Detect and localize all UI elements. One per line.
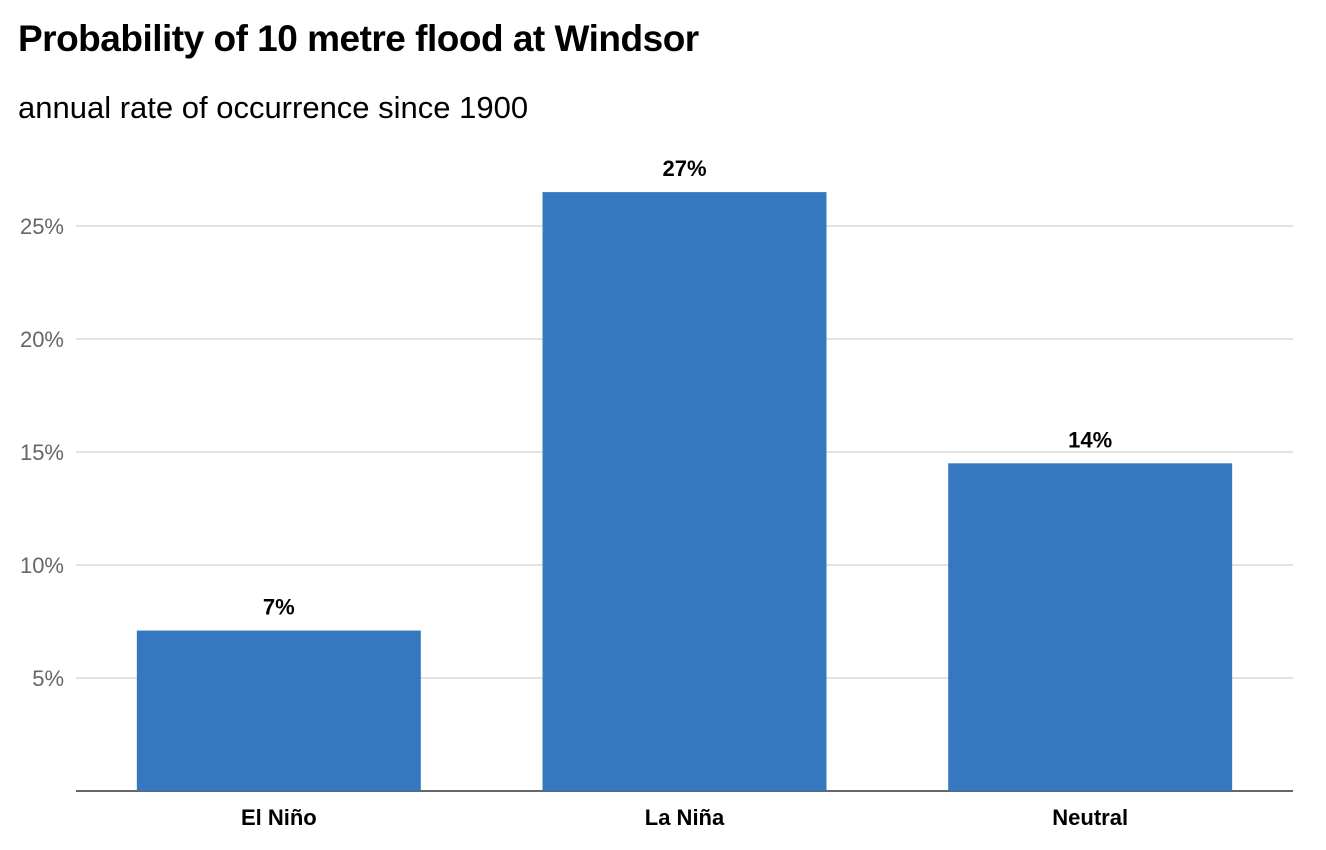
- data-label: 27%: [662, 156, 706, 181]
- y-tick-label: 25%: [20, 214, 64, 239]
- bar: [948, 463, 1233, 791]
- y-tick-label: 15%: [20, 440, 64, 465]
- bar: [136, 630, 421, 791]
- bar: [542, 192, 827, 792]
- data-label: 14%: [1068, 427, 1112, 452]
- chart-title: Probability of 10 metre flood at Windsor: [18, 18, 699, 59]
- y-tick-label: 20%: [20, 327, 64, 352]
- x-category-label: El Niño: [241, 805, 317, 830]
- data-label: 7%: [263, 595, 295, 620]
- x-category-label: La Niña: [645, 805, 725, 830]
- chart-subtitle: annual rate of occurrence since 1900: [18, 90, 529, 125]
- x-category-label: Neutral: [1052, 805, 1128, 830]
- labels: 5% 10% 15% 20% 25% 7% El Niño 27% La Niña 14% Neut…: [20, 156, 1128, 830]
- bars: [136, 192, 1233, 792]
- y-tick-label: 10%: [20, 553, 64, 578]
- y-tick-label: 5%: [32, 666, 64, 691]
